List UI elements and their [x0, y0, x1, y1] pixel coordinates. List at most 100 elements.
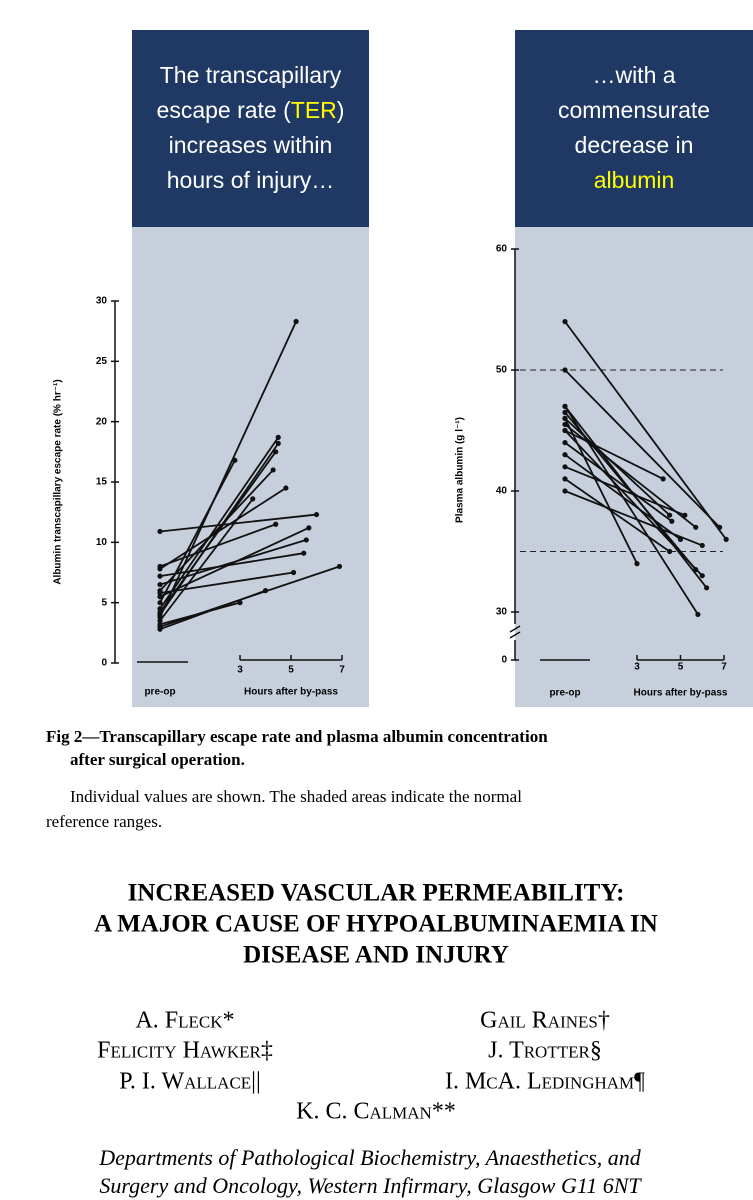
author: Gail Raines† — [480, 1008, 610, 1034]
post-op-point — [303, 537, 309, 543]
header-line: escape rate (TER) — [157, 97, 345, 123]
author: P. I. Wallace|| — [119, 1069, 261, 1095]
y-tick-label: 0 — [501, 655, 507, 666]
x-tick-label: 3 — [237, 665, 243, 676]
chart-panel — [515, 227, 753, 707]
caption-title: Fig 2—Transcapillary escape rate and pla… — [46, 727, 548, 746]
article-title: A MAJOR CAUSE OF HYPOALBUMINAEMIA IN — [94, 911, 658, 938]
header-text: increases within — [169, 132, 333, 158]
pre-op-point — [562, 409, 568, 415]
pre-op-point — [562, 415, 568, 421]
patient-line — [564, 453, 682, 541]
y-axis-label: Albumin transcapillary escape rate (% hr… — [53, 379, 64, 584]
patient-line — [159, 513, 317, 533]
patient-line — [159, 321, 297, 618]
pre-op-point — [157, 581, 163, 588]
pre-op-point — [562, 464, 568, 470]
header-text: TER — [291, 97, 337, 123]
y-axis-label: Plasma albumin (g l⁻¹) — [455, 417, 466, 523]
pre-op-point — [562, 427, 568, 434]
y-tick-label: 10 — [96, 537, 108, 548]
author: J. Trotter§ — [488, 1038, 602, 1064]
affiliation: Surgery and Oncology, Western Infirmary,… — [99, 1173, 642, 1198]
article-title: INCREASED VASCULAR PERMEABILITY: — [128, 880, 625, 907]
post-op-point — [695, 611, 701, 618]
post-op-point — [717, 524, 723, 530]
patient-line — [564, 369, 721, 528]
caption-note: reference ranges. — [46, 812, 162, 831]
category-label: pre-op — [549, 688, 580, 699]
post-op-point — [682, 512, 688, 518]
patient-line — [159, 571, 294, 594]
pre-op-point — [157, 566, 163, 572]
pre-op-point — [562, 403, 568, 409]
patient-line — [159, 552, 304, 578]
post-op-point — [669, 518, 675, 524]
header-text: …with a — [592, 62, 675, 88]
pre-op-point — [157, 594, 163, 600]
patient-line — [564, 490, 703, 547]
patient-line — [159, 459, 236, 604]
post-op-point — [273, 449, 279, 455]
category-label: pre-op — [144, 687, 175, 698]
y-tick-label: 0 — [101, 658, 107, 669]
post-op-point — [301, 550, 307, 556]
pre-op-point — [157, 618, 163, 624]
post-op-point — [275, 440, 281, 446]
post-op-point — [275, 434, 281, 440]
header-text: hours of injury… — [167, 167, 334, 193]
post-op-point — [699, 573, 705, 579]
pre-op-point — [562, 488, 568, 494]
author: A. Fleck* — [135, 1008, 234, 1034]
y-tick-label: 30 — [496, 607, 508, 618]
y-tick-label: 40 — [496, 486, 508, 497]
patient-line — [159, 539, 307, 586]
patient-line — [564, 441, 673, 522]
header-box — [132, 30, 369, 227]
author: Felicity Hawker‡ — [97, 1038, 273, 1064]
post-op-point — [634, 561, 640, 567]
post-op-point — [336, 563, 343, 570]
patient-line — [159, 436, 279, 610]
post-op-point — [723, 536, 729, 543]
header-text: commensurate — [558, 97, 710, 123]
header-text: ) — [337, 97, 345, 123]
patient-line — [159, 523, 277, 568]
affiliation: Departments of Pathological Biochemistry… — [98, 1145, 642, 1170]
pre-op-point — [157, 621, 163, 627]
y-tick-label: 25 — [96, 356, 108, 367]
pre-op-point — [157, 609, 163, 615]
post-op-point — [660, 476, 666, 482]
header-text: escape rate ( — [157, 97, 292, 123]
y-tick-label: 30 — [96, 296, 108, 307]
post-op-point — [262, 588, 269, 594]
patient-line — [564, 465, 686, 517]
patient-line — [159, 601, 241, 626]
post-op-point — [667, 548, 673, 555]
author: I. McA. Ledingham¶ — [445, 1069, 645, 1095]
post-op-point — [270, 467, 276, 473]
header-line: hours of injury… — [167, 167, 334, 193]
y-tick-label: 5 — [101, 597, 107, 608]
pre-op-point — [157, 528, 163, 535]
header-text: The transcapillary — [160, 62, 342, 88]
x-tick-label: 7 — [339, 665, 345, 676]
header-box — [515, 30, 753, 227]
pre-op-point — [157, 590, 163, 596]
x-axis-label: Hours after by-pass — [634, 688, 728, 699]
post-op-point — [704, 585, 710, 591]
pre-op-point — [562, 452, 568, 458]
header-line: increases within — [169, 132, 333, 158]
x-tick-label: 5 — [288, 665, 294, 676]
patient-line — [159, 469, 274, 592]
patient-line — [564, 321, 727, 540]
header-text: albumin — [594, 167, 675, 193]
x-tick-label: 7 — [721, 662, 727, 673]
post-op-point — [232, 457, 238, 463]
header-line: decrease in — [575, 132, 694, 158]
x-axis-label: Hours after by-pass — [244, 687, 338, 698]
x-tick-label: 3 — [634, 662, 640, 673]
axis-break — [509, 631, 521, 639]
post-op-point — [306, 525, 312, 531]
y-tick-label: 50 — [496, 365, 508, 376]
